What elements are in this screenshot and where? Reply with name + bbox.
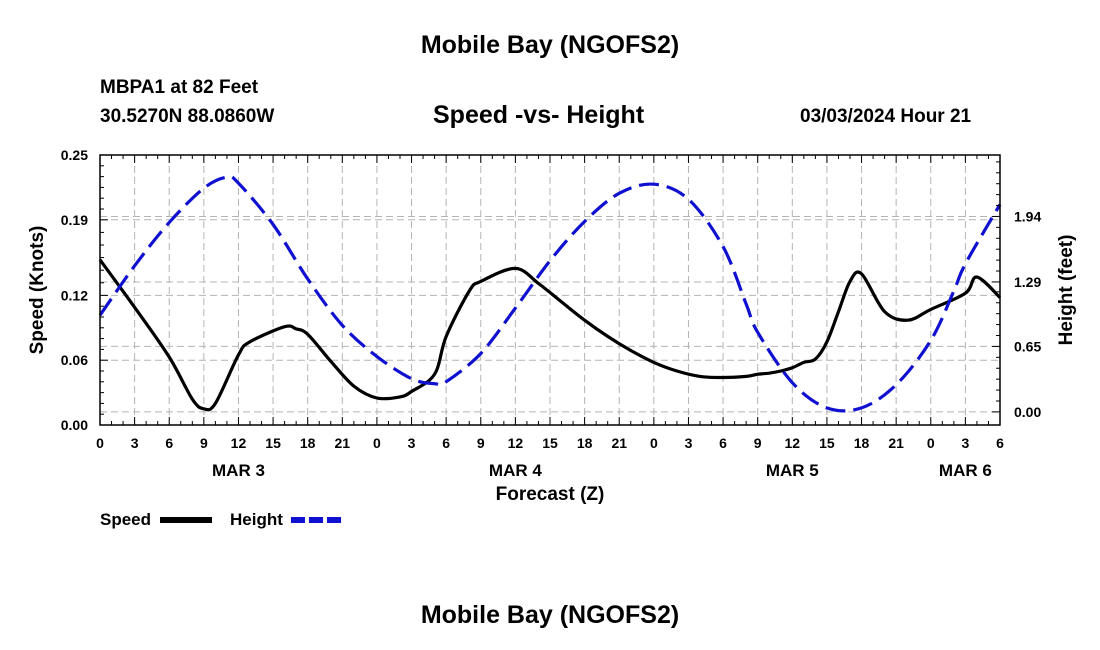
page-title: Mobile Bay (NGOFS2) [420,31,680,59]
x-tick-label: 6 [165,435,173,451]
y2-axis-title: Height (feet) [1056,235,1077,346]
x-tick-label: 15 [542,435,558,451]
height-series-line [98,175,1002,413]
axis-layer: 0 3 6 9 12 15 18 21 0 3 6 9 12 15 18 21 0 3 6 9 12 15 18 21 0 3 60… [27,147,1077,505]
y-tick-label: 0.06 [61,352,88,368]
series-layer [98,175,1002,413]
x-tick-label: 3 [961,435,969,451]
grid-layer [100,155,1000,425]
x-tick-label: 9 [754,435,762,451]
date-label: MAR 3 [212,461,265,480]
x-tick-label: 0 [96,435,104,451]
legend-speed-label: Speed [100,510,151,529]
station-label: MBPA1 at 82 Feet [100,77,259,98]
x-tick-label: 18 [577,435,593,451]
y2-tick-label: 1.29 [1014,274,1041,290]
x-tick-label: 21 [888,435,904,451]
x-tick-label: 12 [231,435,247,451]
x-tick-label: 0 [927,435,935,451]
x-tick-label: 18 [300,435,316,451]
y-tick-label: 0.00 [61,417,88,433]
date-label: MAR 4 [489,461,542,480]
y2-tick-label: 1.94 [1014,208,1041,224]
x-tick-label: 6 [442,435,450,451]
x-tick-label: 9 [477,435,485,451]
legend: Speed Height [100,510,343,529]
coordinates-label: 30.5270N 88.0860W [100,106,275,127]
x-tick-label: 0 [650,435,658,451]
y2-tick-label: 0.65 [1014,338,1041,354]
x-tick-label: 21 [335,435,351,451]
y2-tick-label: 0.00 [1014,404,1041,420]
x-tick-label: 15 [265,435,281,451]
date-label: MAR 5 [766,461,819,480]
speed-series-line [98,258,1002,412]
x-tick-label: 3 [408,435,416,451]
x-tick-label: 12 [508,435,524,451]
chart-title: Speed -vs- Height [433,101,645,129]
x-tick-label: 9 [200,435,208,451]
legend-height-label: Height [230,510,283,529]
x-tick-label: 15 [819,435,835,451]
y-tick-label: 0.12 [61,287,88,303]
forecast-datetime: 03/03/2024 Hour 21 [800,106,972,127]
x-tick-label: 6 [719,435,727,451]
footer-title: Mobile Bay (NGOFS2) [420,601,680,629]
x-axis-title: Forecast (Z) [496,484,605,505]
y-tick-label: 0.19 [61,212,88,228]
y-axis-title: Speed (Knots) [27,226,48,355]
x-tick-label: 18 [854,435,870,451]
x-tick-label: 6 [996,435,1004,451]
x-tick-label: 21 [611,435,627,451]
date-label: MAR 6 [939,461,992,480]
x-tick-label: 3 [131,435,139,451]
x-tick-label: 3 [685,435,693,451]
x-tick-label: 12 [785,435,801,451]
x-tick-label: 0 [373,435,381,451]
y-tick-label: 0.25 [61,147,88,163]
